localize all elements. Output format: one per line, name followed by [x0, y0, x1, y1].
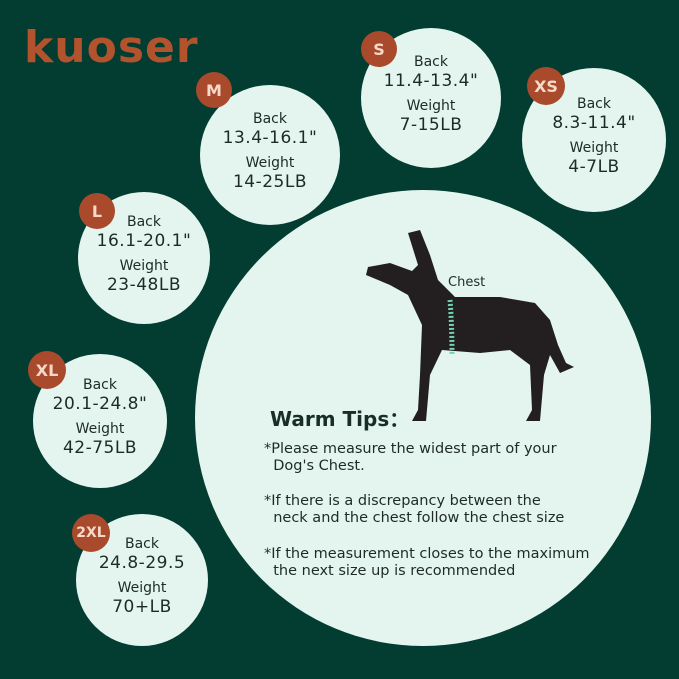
- weight-label: Weight: [245, 155, 295, 171]
- back-value: 8.3-11.4": [552, 113, 636, 133]
- back-value: 13.4-16.1": [222, 128, 318, 148]
- back-label: Back: [125, 536, 159, 552]
- tip-item: *Please measure the widest part of your …: [264, 441, 557, 474]
- size-badge: 2XL: [72, 514, 110, 552]
- weight-label: Weight: [117, 580, 167, 596]
- tip-item: *If the measurement closes to the maximu…: [264, 546, 590, 579]
- size-badge: S: [361, 31, 397, 67]
- back-value: 24.8-29.5: [98, 553, 186, 573]
- back-label: Back: [577, 96, 611, 112]
- dog-silhouette-icon: [366, 230, 574, 421]
- back-label: Back: [83, 377, 117, 393]
- back-value: 11.4-13.4": [383, 71, 479, 91]
- back-value: 16.1-20.1": [96, 231, 192, 251]
- brand-logo: kuoser: [24, 22, 199, 73]
- back-label: Back: [253, 111, 287, 127]
- weight-value: 7-15LB: [399, 115, 463, 135]
- weight-label: Weight: [75, 421, 125, 437]
- weight-label: Weight: [406, 98, 456, 114]
- tips-title: Warm Tips：: [270, 407, 410, 431]
- weight-label: Weight: [569, 140, 619, 156]
- chest-label: Chest: [448, 275, 486, 290]
- size-badge: XL: [28, 351, 66, 389]
- tip-item: *If there is a discrepancy between the n…: [264, 493, 565, 526]
- weight-value: 23-48LB: [106, 275, 182, 295]
- weight-value: 4-7LB: [568, 157, 620, 177]
- back-label: Back: [127, 214, 161, 230]
- size-badge: XS: [527, 67, 565, 105]
- back-label: Back: [414, 54, 448, 70]
- chest-measure-line: [447, 299, 455, 356]
- weight-label: Weight: [119, 258, 169, 274]
- weight-value: 14-25LB: [232, 172, 308, 192]
- back-value: 20.1-24.8": [52, 394, 148, 414]
- size-badge: L: [79, 193, 115, 229]
- size-card-m: Back 13.4-16.1" Weight 14-25LB: [200, 85, 340, 225]
- size-badge: M: [196, 72, 232, 108]
- weight-value: 70+LB: [112, 597, 172, 617]
- weight-value: 42-75LB: [62, 438, 138, 458]
